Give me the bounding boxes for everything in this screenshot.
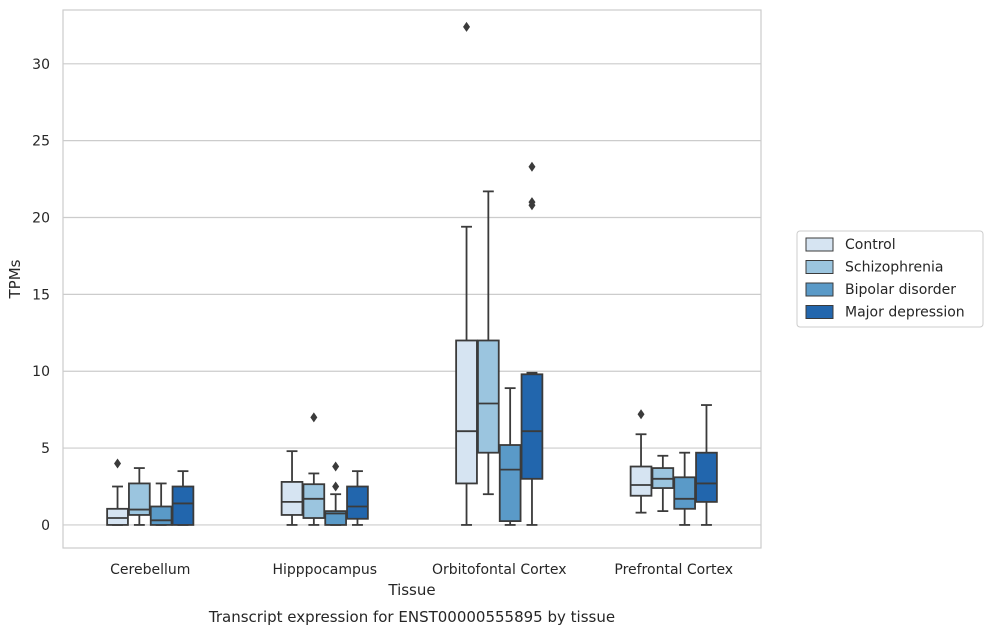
x-tick-labels: Cerebellum Hipppocampus Orbitofontal Corte…: [110, 562, 733, 578]
box: [324, 461, 347, 526]
box-body: [302, 483, 326, 519]
outlier-point: [332, 461, 340, 472]
box: [651, 454, 675, 513]
legend-swatch: [805, 237, 834, 252]
y-tick-label: 30: [32, 57, 50, 73]
box: [629, 409, 653, 514]
x-tick-label: Cerebellum: [110, 562, 190, 578]
outlier-point: [463, 21, 471, 32]
box-body: [520, 373, 544, 480]
outlier-point: [114, 458, 122, 469]
x-tick-label: Orbitofontal Cortex: [432, 562, 567, 578]
box-body: [324, 510, 347, 526]
box: [280, 450, 304, 526]
y-tick-label: 15: [32, 287, 50, 303]
outlier-point: [310, 412, 318, 423]
box: [477, 190, 500, 496]
legend: Control Schizophrenia Bipolar disorder Majo…: [796, 230, 984, 328]
box: [171, 470, 195, 526]
y-tick-label: 5: [41, 441, 50, 457]
plot-frame: [62, 9, 762, 549]
y-tick-label: 20: [32, 211, 50, 227]
legend-label: Schizophrenia: [845, 260, 943, 276]
legend-swatch: [805, 282, 834, 297]
x-tick-label: Prefrontal Cortex: [614, 562, 733, 578]
y-axis-label: TPMs: [6, 259, 24, 299]
legend-label: Major depression: [845, 305, 965, 321]
y-tick-labels: 0 5 10 15 20 25 30: [32, 57, 50, 534]
box-body: [629, 465, 653, 497]
box: [455, 21, 478, 526]
box: [346, 470, 369, 526]
box: [520, 161, 544, 526]
outlier-point: [528, 197, 536, 208]
y-tick-label: 10: [32, 364, 50, 380]
figure-caption: Transcript expression for ENST0000055589…: [208, 608, 615, 626]
legend-swatch: [805, 305, 834, 319]
box-body: [455, 339, 478, 485]
outlier-point: [332, 481, 340, 492]
plot-background: [63, 10, 761, 548]
box-body: [128, 482, 151, 516]
box-body: [695, 451, 718, 503]
box: [106, 458, 129, 526]
outlier-point: [528, 161, 536, 172]
box: [498, 387, 522, 526]
x-tick-label: Hipppocampus: [272, 562, 377, 578]
legend-label: Control: [845, 237, 896, 253]
box-body: [477, 339, 500, 454]
box-body: [346, 485, 369, 520]
x-axis-label: Tissue: [387, 581, 435, 599]
y-tick-label: 0: [41, 518, 50, 534]
legend-label: Bipolar disorder: [845, 282, 956, 298]
y-tick-label: 25: [32, 134, 50, 150]
box: [302, 412, 326, 526]
box-body: [171, 485, 195, 526]
box-body: [280, 481, 304, 516]
box-body: [673, 476, 696, 510]
box: [673, 451, 696, 526]
legend-swatch: [805, 260, 834, 274]
box-series: [106, 21, 718, 526]
box: [695, 404, 718, 526]
box-body: [149, 505, 173, 526]
box-body: [106, 507, 129, 526]
box-body: [498, 444, 522, 522]
outlier-point: [637, 409, 645, 420]
legend-items: Control Schizophrenia Bipolar disorder Majo…: [805, 237, 965, 321]
box: [128, 467, 151, 526]
box: [149, 482, 173, 526]
legend-frame: [796, 230, 984, 328]
